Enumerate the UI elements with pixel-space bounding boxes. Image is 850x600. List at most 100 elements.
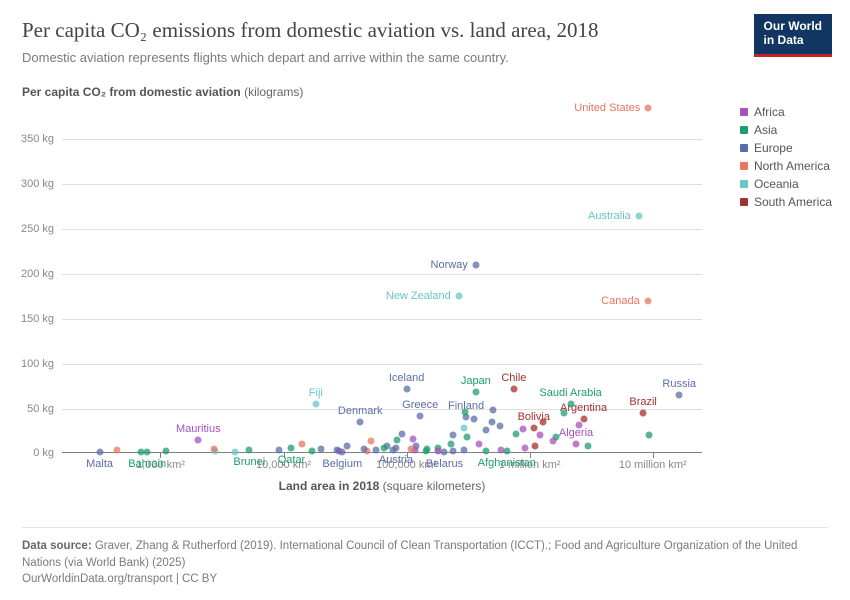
gridline bbox=[62, 139, 702, 140]
data-point[interactable] bbox=[561, 409, 568, 416]
data-point[interactable] bbox=[246, 446, 253, 453]
data-point[interactable] bbox=[676, 392, 683, 399]
legend-item[interactable]: Africa bbox=[740, 105, 832, 119]
data-point[interactable] bbox=[464, 434, 471, 441]
data-point[interactable] bbox=[461, 425, 468, 432]
data-point[interactable] bbox=[389, 446, 396, 453]
data-point[interactable] bbox=[575, 421, 582, 428]
data-point[interactable] bbox=[344, 443, 351, 450]
data-point[interactable] bbox=[210, 445, 217, 452]
data-point[interactable] bbox=[441, 448, 448, 455]
chart-title: Per capita CO₂ emissions from domestic a… bbox=[22, 18, 828, 43]
data-point[interactable] bbox=[503, 447, 510, 454]
data-point[interactable] bbox=[461, 446, 468, 453]
legend-swatch bbox=[740, 198, 748, 206]
data-point[interactable] bbox=[372, 446, 379, 453]
data-point[interactable] bbox=[550, 437, 557, 444]
data-label: Bahrain bbox=[128, 459, 166, 470]
data-point[interactable] bbox=[231, 448, 238, 455]
legend-item[interactable]: South America bbox=[740, 195, 832, 209]
data-point[interactable] bbox=[645, 104, 652, 111]
legend-item[interactable]: North America bbox=[740, 159, 832, 173]
legend-item[interactable]: Oceania bbox=[740, 177, 832, 191]
data-point[interactable] bbox=[489, 418, 496, 425]
data-point[interactable] bbox=[450, 447, 457, 454]
data-point[interactable] bbox=[462, 409, 469, 416]
data-label: Russia bbox=[662, 379, 696, 390]
data-point[interactable] bbox=[195, 436, 202, 443]
x-axis-title: Land area in 2018 (square kilometers) bbox=[279, 479, 486, 493]
data-point[interactable] bbox=[489, 407, 496, 414]
data-label: Brunei bbox=[233, 457, 265, 468]
gridline bbox=[62, 184, 702, 185]
data-point[interactable] bbox=[96, 448, 103, 455]
data-point[interactable] bbox=[472, 261, 479, 268]
data-point[interactable] bbox=[530, 425, 537, 432]
data-point[interactable] bbox=[646, 432, 653, 439]
data-point[interactable] bbox=[360, 445, 367, 452]
data-point[interactable] bbox=[449, 432, 456, 439]
data-point[interactable] bbox=[317, 445, 324, 452]
data-point[interactable] bbox=[308, 447, 315, 454]
data-point[interactable] bbox=[640, 409, 647, 416]
data-point[interactable] bbox=[367, 437, 374, 444]
data-label: Fiji bbox=[309, 388, 323, 399]
x-tick-mark bbox=[653, 453, 654, 458]
data-point[interactable] bbox=[312, 401, 319, 408]
y-tick-label: 350 kg bbox=[21, 133, 54, 145]
legend-swatch bbox=[740, 126, 748, 134]
data-point[interactable] bbox=[357, 418, 364, 425]
data-point[interactable] bbox=[519, 426, 526, 433]
data-point[interactable] bbox=[417, 412, 424, 419]
data-point[interactable] bbox=[408, 445, 415, 452]
data-point[interactable] bbox=[435, 447, 442, 454]
data-label: Chile bbox=[501, 373, 526, 384]
data-point[interactable] bbox=[333, 446, 340, 453]
data-label: Saudi Arabia bbox=[539, 388, 601, 399]
data-label: Afghanistan bbox=[478, 458, 536, 469]
data-point[interactable] bbox=[162, 447, 169, 454]
data-point[interactable] bbox=[276, 446, 283, 453]
data-point[interactable] bbox=[476, 441, 483, 448]
data-point[interactable] bbox=[422, 447, 429, 454]
data-point[interactable] bbox=[539, 418, 546, 425]
data-point[interactable] bbox=[138, 448, 145, 455]
data-point[interactable] bbox=[399, 430, 406, 437]
data-point[interactable] bbox=[455, 293, 462, 300]
data-point[interactable] bbox=[537, 432, 544, 439]
chart-subtitle: Domestic aviation represents flights whi… bbox=[22, 49, 828, 67]
data-point[interactable] bbox=[298, 441, 305, 448]
data-point[interactable] bbox=[403, 385, 410, 392]
data-point[interactable] bbox=[447, 441, 454, 448]
data-point[interactable] bbox=[635, 212, 642, 219]
data-point[interactable] bbox=[393, 436, 400, 443]
data-point[interactable] bbox=[470, 416, 477, 423]
gridline bbox=[62, 319, 702, 320]
data-point[interactable] bbox=[483, 447, 490, 454]
data-point[interactable] bbox=[531, 443, 538, 450]
data-point[interactable] bbox=[567, 401, 574, 408]
legend-label: Asia bbox=[754, 123, 777, 137]
gridline bbox=[62, 229, 702, 230]
data-point[interactable] bbox=[113, 446, 120, 453]
data-point[interactable] bbox=[380, 444, 387, 451]
legend-swatch bbox=[740, 162, 748, 170]
legend-item[interactable]: Europe bbox=[740, 141, 832, 155]
data-label: Japan bbox=[461, 376, 491, 387]
data-point[interactable] bbox=[409, 436, 416, 443]
legend-label: South America bbox=[754, 195, 832, 209]
data-point[interactable] bbox=[573, 441, 580, 448]
data-point[interactable] bbox=[288, 444, 295, 451]
data-point[interactable] bbox=[497, 446, 504, 453]
legend-swatch bbox=[740, 108, 748, 116]
legend-item[interactable]: Asia bbox=[740, 123, 832, 137]
data-point[interactable] bbox=[510, 385, 517, 392]
data-point[interactable] bbox=[496, 423, 503, 430]
data-point[interactable] bbox=[644, 297, 651, 304]
data-point[interactable] bbox=[512, 430, 519, 437]
data-point[interactable] bbox=[585, 443, 592, 450]
data-point[interactable] bbox=[472, 389, 479, 396]
data-point[interactable] bbox=[482, 427, 489, 434]
data-point[interactable] bbox=[521, 444, 528, 451]
gridline bbox=[62, 274, 702, 275]
